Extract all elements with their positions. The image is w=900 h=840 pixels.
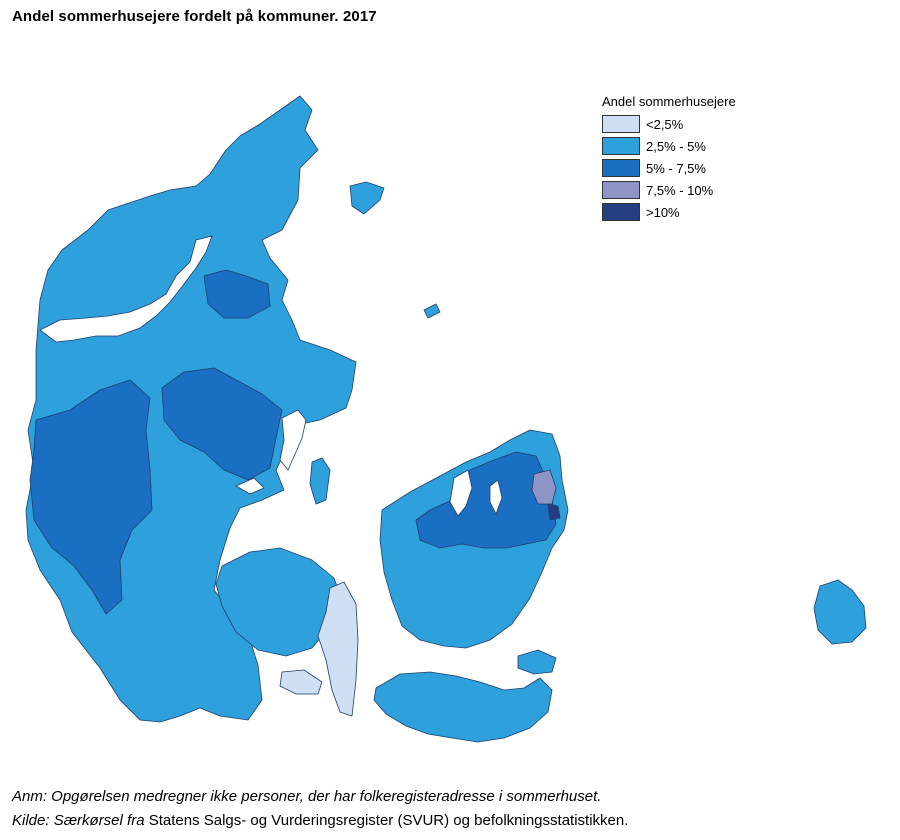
region-mon <box>517 649 557 675</box>
map-title: Andel sommerhusejere fordelt på kommuner… <box>12 8 377 25</box>
region-anholt <box>423 303 441 319</box>
legend-item: 2,5% - 5% <box>602 135 736 157</box>
note-kilde-rest: Statens Salgs- og Vurderingsregister (SV… <box>144 812 629 829</box>
region-lolland <box>373 671 553 743</box>
legend-label: 7,5% - 10% <box>646 182 714 198</box>
fjord-roskilde <box>489 479 503 515</box>
region-bornholm <box>813 579 867 645</box>
legend-swatch <box>602 115 640 133</box>
region-nordsjaelland <box>415 451 557 549</box>
limfjord <box>39 235 213 343</box>
legend-item: 7,5% - 10% <box>602 179 736 201</box>
region-kobenhavn-city <box>547 503 561 521</box>
legend-label: <2,5% <box>646 116 684 132</box>
legend-item: >10% <box>602 201 736 223</box>
note-kilde: Kilde: Særkørsel fra Statens Salgs- og V… <box>12 812 628 829</box>
region-jutland-mid <box>203 269 271 319</box>
fjord-isefjord <box>449 469 473 517</box>
region-langeland <box>317 581 359 717</box>
legend: Andel sommerhusejere <2,5% 2,5% - 5% 5% … <box>602 94 736 223</box>
legend-title: Andel sommerhusejere <box>602 94 736 109</box>
fjord-east <box>279 409 307 471</box>
region-jutland-west <box>29 379 153 615</box>
legend-swatch <box>602 203 640 221</box>
legend-item: 5% - 7,5% <box>602 157 736 179</box>
legend-swatch <box>602 181 640 199</box>
region-aero <box>279 669 323 695</box>
fjord-vejle <box>235 477 265 495</box>
region-jutland-central <box>161 367 283 481</box>
note-kilde-prefix: Kilde: Særkørsel fra <box>12 812 145 829</box>
legend-label: 5% - 7,5% <box>646 160 706 176</box>
legend-swatch <box>602 159 640 177</box>
region-kobenhavn-north <box>531 469 557 505</box>
legend-item: <2,5% <box>602 113 736 135</box>
region-samso <box>309 457 331 505</box>
region-laeso <box>349 181 385 215</box>
legend-label: 2,5% - 5% <box>646 138 706 154</box>
legend-label: >10% <box>646 204 680 220</box>
note-anm: Anm: Opgørelsen medregner ikke personer,… <box>12 788 602 805</box>
legend-swatch <box>602 137 640 155</box>
